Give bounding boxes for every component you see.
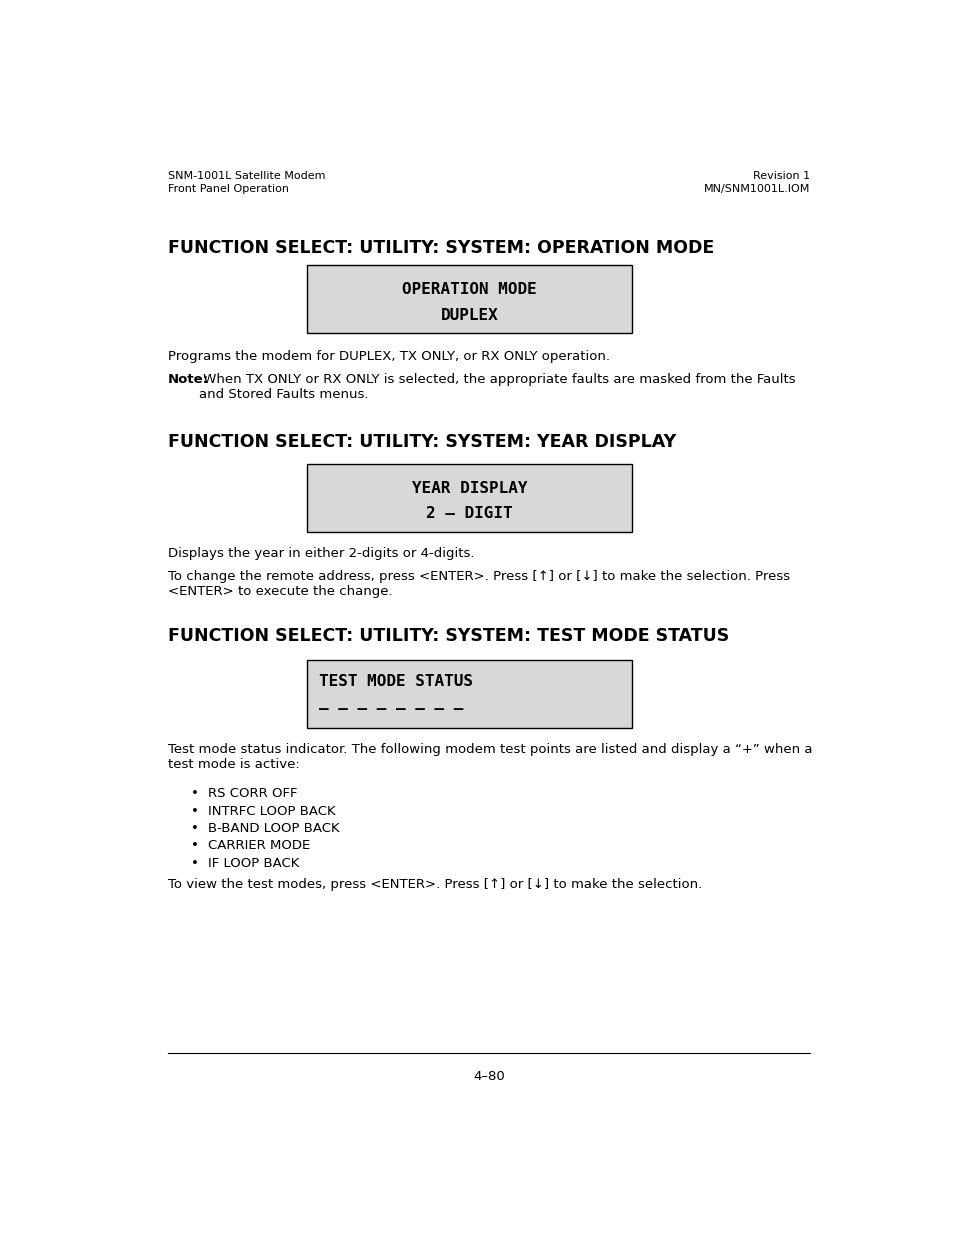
Text: INTRFC LOOP BACK: INTRFC LOOP BACK (208, 805, 335, 818)
Text: Note:: Note: (168, 373, 209, 387)
Text: •: • (192, 787, 199, 800)
Text: To view the test modes, press <ENTER>. Press [↑] or [↓] to make the selection.: To view the test modes, press <ENTER>. P… (168, 878, 701, 892)
Text: – – – – – – – –: – – – – – – – – (319, 701, 463, 716)
FancyBboxPatch shape (307, 266, 632, 333)
Text: TEST MODE STATUS: TEST MODE STATUS (319, 674, 473, 689)
Text: FUNCTION SELECT: UTILITY: SYSTEM: TEST MODE STATUS: FUNCTION SELECT: UTILITY: SYSTEM: TEST M… (168, 627, 728, 645)
Text: FUNCTION SELECT: UTILITY: SYSTEM: YEAR DISPLAY: FUNCTION SELECT: UTILITY: SYSTEM: YEAR D… (168, 433, 676, 451)
Text: 4–80: 4–80 (473, 1070, 504, 1083)
Text: SNM-1001L Satellite Modem: SNM-1001L Satellite Modem (168, 172, 325, 182)
Text: MN/SNM1001L.IOM: MN/SNM1001L.IOM (702, 184, 809, 194)
Text: When TX ONLY or RX ONLY is selected, the appropriate faults are masked from the : When TX ONLY or RX ONLY is selected, the… (199, 373, 795, 401)
FancyBboxPatch shape (307, 464, 632, 531)
Text: 2 – DIGIT: 2 – DIGIT (426, 506, 513, 521)
Text: Revision 1: Revision 1 (752, 172, 809, 182)
Text: •: • (192, 805, 199, 818)
Text: YEAR DISPLAY: YEAR DISPLAY (412, 480, 527, 495)
Text: Programs the modem for DUPLEX, TX ONLY, or RX ONLY operation.: Programs the modem for DUPLEX, TX ONLY, … (168, 350, 609, 363)
Text: OPERATION MODE: OPERATION MODE (402, 282, 537, 298)
Text: To change the remote address, press <ENTER>. Press [↑] or [↓] to make the select: To change the remote address, press <ENT… (168, 571, 789, 598)
Text: DUPLEX: DUPLEX (440, 308, 497, 322)
Text: Test mode status indicator. The following modem test points are listed and displ: Test mode status indicator. The followin… (168, 742, 812, 771)
Text: B-BAND LOOP BACK: B-BAND LOOP BACK (208, 823, 339, 835)
Text: •: • (192, 840, 199, 852)
Text: •: • (192, 857, 199, 869)
Text: CARRIER MODE: CARRIER MODE (208, 840, 311, 852)
FancyBboxPatch shape (307, 661, 632, 727)
Text: IF LOOP BACK: IF LOOP BACK (208, 857, 299, 869)
Text: Displays the year in either 2-digits or 4-digits.: Displays the year in either 2-digits or … (168, 547, 474, 559)
Text: RS CORR OFF: RS CORR OFF (208, 787, 297, 800)
Text: Front Panel Operation: Front Panel Operation (168, 184, 289, 194)
Text: FUNCTION SELECT: UTILITY: SYSTEM: OPERATION MODE: FUNCTION SELECT: UTILITY: SYSTEM: OPERAT… (168, 240, 714, 257)
Text: •: • (192, 823, 199, 835)
